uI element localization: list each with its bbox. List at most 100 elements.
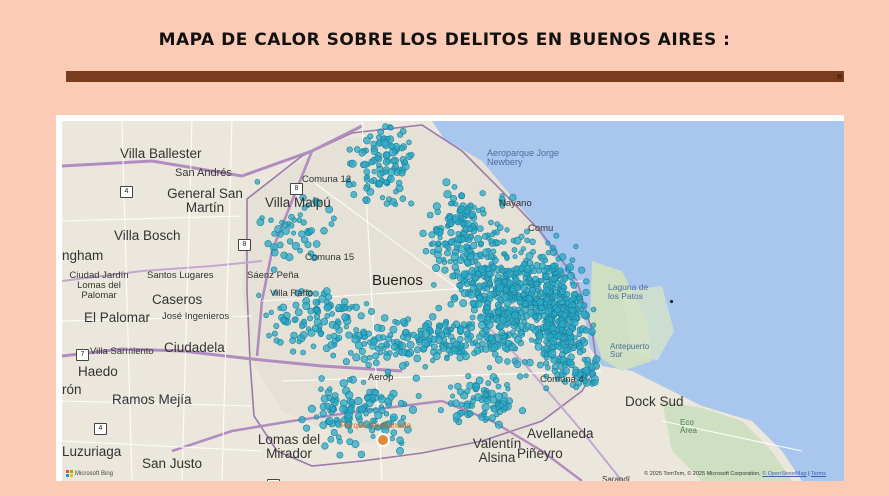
crime-points-layer [254,123,601,459]
crime-point [449,195,457,203]
crime-point [496,408,504,415]
crime-point [452,412,461,421]
crime-point [306,289,314,297]
crime-point [510,311,519,320]
crime-point [329,311,336,317]
crime-point [294,308,303,317]
crime-point [408,151,415,158]
crime-point [459,299,468,308]
crime-point [374,154,381,161]
heatmap-map[interactable]: Villa Ballester San Andrés General San M… [62,121,844,481]
crime-point [404,425,412,434]
crime-point [579,337,587,344]
park-pin-icon[interactable] [376,433,390,447]
crime-point [370,417,376,424]
crime-point [381,345,387,351]
crime-point [543,352,550,358]
crime-point [304,241,312,249]
crime-point [448,384,454,390]
crime-point [437,407,444,414]
crime-point [300,349,306,356]
crime-point [376,180,384,188]
crime-point [307,315,314,322]
crime-point [542,257,549,264]
crime-point [387,168,396,177]
crime-point [512,275,520,283]
crime-point [580,310,589,319]
crime-point [405,351,412,358]
crime-point [301,318,307,325]
crime-point [406,139,412,145]
crime-point [475,342,481,348]
osm-link[interactable]: © OpenStreetMap [762,471,807,477]
label-general-san-martin: General San Martín [167,186,243,216]
crime-point [369,427,376,434]
crime-point [520,246,527,252]
crime-point [545,240,551,246]
label-comuna-4: Comuna 4 [540,374,584,385]
map-frame: Villa Ballester San Andrés General San M… [56,115,844,481]
crime-point [551,292,559,300]
crime-point [543,373,550,380]
crime-point [552,311,558,317]
crime-point [492,377,500,384]
crime-point [383,411,390,417]
crime-point [298,230,306,238]
crime-point [369,338,378,346]
crime-point [498,329,506,337]
crime-point [277,231,284,238]
crime-point [323,299,330,306]
crime-point [271,330,278,337]
crime-point [458,287,464,293]
label-saenz-pena: Sáenz Peña [247,270,299,281]
crime-point [447,228,455,237]
crime-point [379,194,386,201]
crime-point [481,402,490,411]
crime-point [528,337,535,343]
crime-point [370,140,377,148]
crime-point [576,371,585,379]
terms-link[interactable]: Terms [811,471,826,477]
crime-point [285,253,294,262]
crime-point [421,338,431,348]
crime-point [383,341,390,348]
label-san-andres: San Andrés [175,167,232,179]
crime-point [511,333,518,339]
crime-point [297,212,303,218]
crime-point [522,312,531,320]
crime-point [478,265,486,274]
crime-point [352,303,360,312]
crime-point [324,313,331,319]
crime-point [307,250,314,257]
crime-point [570,344,577,352]
crime-point [463,208,470,216]
crime-point [352,353,361,362]
label-nayano: Nayano [499,198,532,209]
crime-point [367,308,375,316]
label-comuna: Comu [528,223,554,234]
crime-point [518,233,525,240]
crime-point [371,168,377,175]
crime-point [335,434,342,441]
crime-point [553,232,560,239]
attribution-text: © 2025 TomTom, © 2025 Microsoft Corporat… [644,471,763,477]
crime-point [580,302,588,309]
crime-point [372,352,380,360]
crime-point [325,416,334,425]
crime-point [312,240,321,248]
crime-point [499,316,507,324]
label-laguna: Laguna de los Patos [608,282,649,301]
crime-point [508,343,517,351]
crime-point [473,386,479,392]
crime-point [498,264,504,270]
crime-point [400,333,407,341]
crime-point [533,261,541,269]
crime-point [345,180,353,188]
crime-point [397,131,404,138]
crime-point [346,406,355,414]
label-el-palomar: El Palomar [84,310,151,325]
crime-point [378,350,384,356]
crime-point [386,196,392,202]
crime-point [430,357,436,364]
page-title: MAPA DE CALOR SOBRE LOS DELITOS EN BUENO… [158,30,731,50]
